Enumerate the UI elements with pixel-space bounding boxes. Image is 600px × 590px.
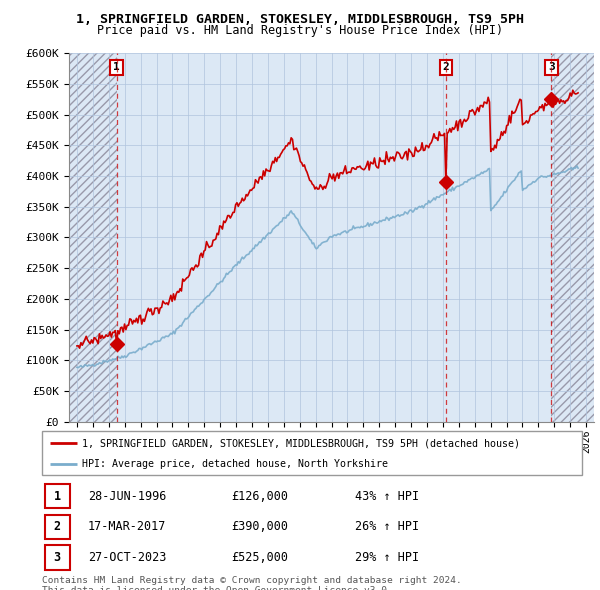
FancyBboxPatch shape bbox=[45, 514, 70, 539]
Text: 3: 3 bbox=[548, 63, 555, 73]
Text: 43% ↑ HPI: 43% ↑ HPI bbox=[355, 490, 419, 503]
Bar bbox=[69, 53, 116, 422]
Text: 1, SPRINGFIELD GARDEN, STOKESLEY, MIDDLESBROUGH, TS9 5PH: 1, SPRINGFIELD GARDEN, STOKESLEY, MIDDLE… bbox=[76, 13, 524, 26]
Text: Price paid vs. HM Land Registry's House Price Index (HPI): Price paid vs. HM Land Registry's House … bbox=[97, 24, 503, 37]
Text: 29% ↑ HPI: 29% ↑ HPI bbox=[355, 551, 419, 564]
Text: £126,000: £126,000 bbox=[231, 490, 288, 503]
Text: HPI: Average price, detached house, North Yorkshire: HPI: Average price, detached house, Nort… bbox=[83, 459, 389, 469]
Bar bbox=[116, 53, 551, 422]
Bar bbox=[551, 53, 594, 422]
FancyBboxPatch shape bbox=[45, 545, 70, 570]
FancyBboxPatch shape bbox=[42, 431, 582, 475]
Text: 27-OCT-2023: 27-OCT-2023 bbox=[88, 551, 166, 564]
Text: 1: 1 bbox=[113, 63, 120, 73]
Text: 26% ↑ HPI: 26% ↑ HPI bbox=[355, 520, 419, 533]
Text: 2: 2 bbox=[53, 520, 61, 533]
Text: Contains HM Land Registry data © Crown copyright and database right 2024.
This d: Contains HM Land Registry data © Crown c… bbox=[42, 576, 462, 590]
FancyBboxPatch shape bbox=[45, 484, 70, 509]
Text: 1: 1 bbox=[53, 490, 61, 503]
Text: 17-MAR-2017: 17-MAR-2017 bbox=[88, 520, 166, 533]
Text: 1, SPRINGFIELD GARDEN, STOKESLEY, MIDDLESBROUGH, TS9 5PH (detached house): 1, SPRINGFIELD GARDEN, STOKESLEY, MIDDLE… bbox=[83, 438, 521, 448]
Text: 3: 3 bbox=[53, 551, 61, 564]
Text: £525,000: £525,000 bbox=[231, 551, 288, 564]
Text: 28-JUN-1996: 28-JUN-1996 bbox=[88, 490, 166, 503]
Text: £390,000: £390,000 bbox=[231, 520, 288, 533]
Text: 2: 2 bbox=[443, 63, 449, 73]
